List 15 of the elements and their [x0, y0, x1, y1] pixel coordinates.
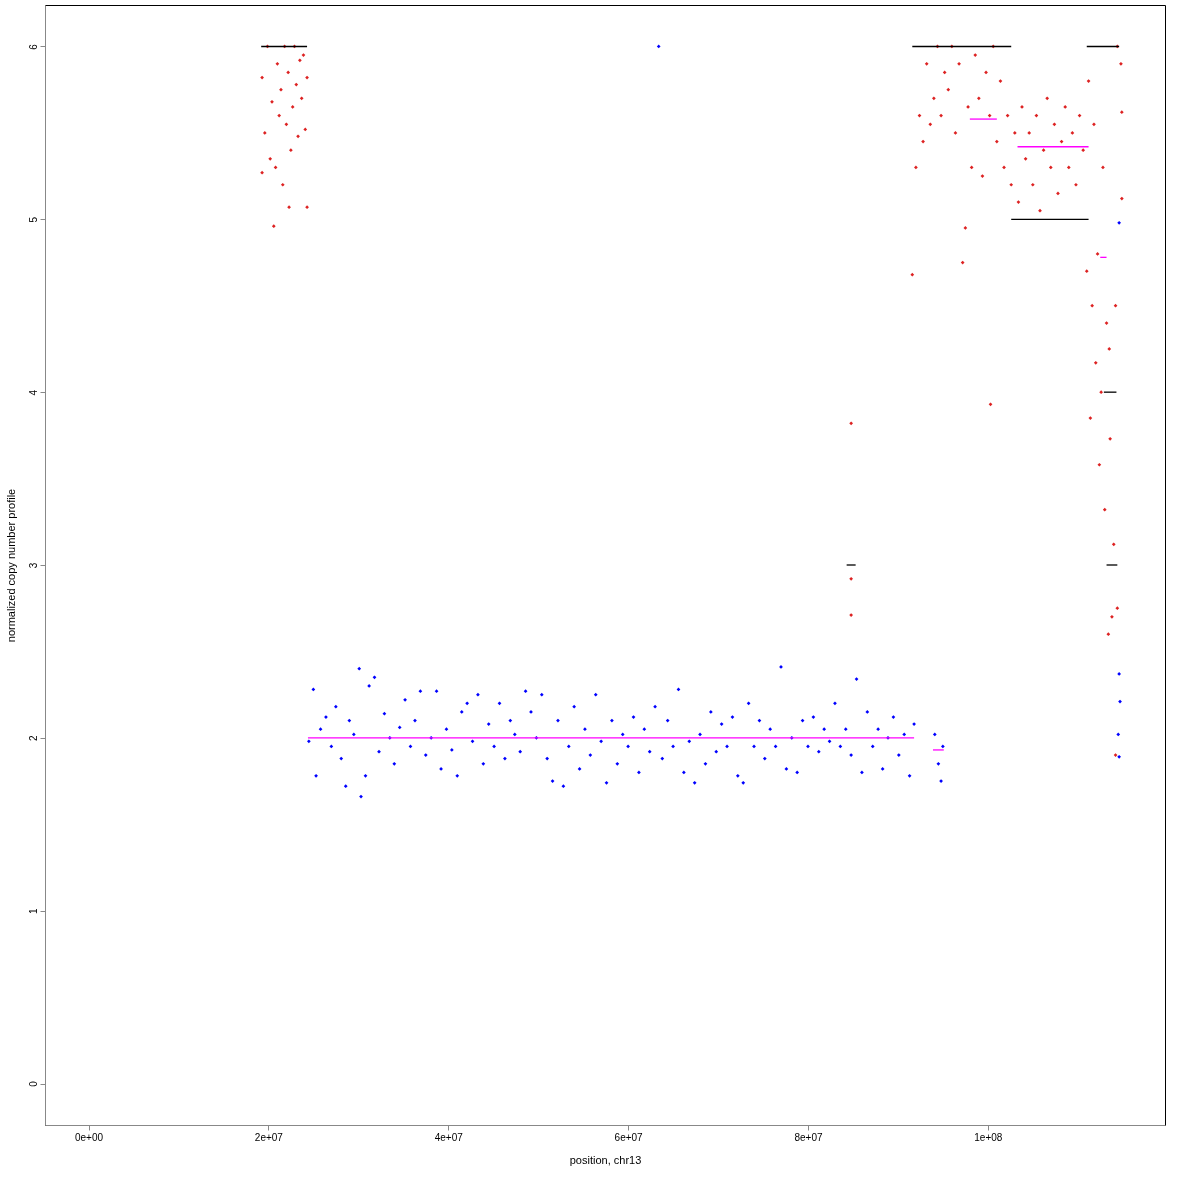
x-tick-label: 2e+07	[254, 1131, 284, 1143]
x-tick-label: 1e+08	[974, 1131, 1003, 1143]
x-tick-label: 0e+00	[74, 1131, 104, 1143]
x-tick-label: 6e+07	[614, 1131, 644, 1143]
x-tick-label: 8e+07	[794, 1131, 823, 1143]
y-tick-label: 6	[27, 43, 39, 50]
y-tick-label: 3	[27, 562, 39, 569]
y-tick-label: 4	[27, 389, 39, 396]
y-tick-label: 5	[27, 216, 39, 223]
x-axis-title: position, chr13	[569, 1153, 642, 1166]
y-tick-label: 1	[27, 907, 39, 914]
y-tick-label: 2	[27, 735, 39, 742]
y-axis-title: normalized copy number profile	[4, 488, 17, 643]
x-tick-label: 4e+07	[434, 1131, 464, 1143]
y-tick-label: 0	[27, 1080, 39, 1087]
